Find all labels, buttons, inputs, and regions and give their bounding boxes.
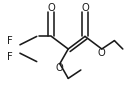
- Text: O: O: [47, 3, 55, 13]
- Text: O: O: [81, 3, 89, 13]
- Text: O: O: [98, 48, 106, 58]
- Text: O: O: [56, 63, 64, 73]
- Text: F: F: [7, 52, 12, 62]
- Text: F: F: [7, 36, 12, 46]
